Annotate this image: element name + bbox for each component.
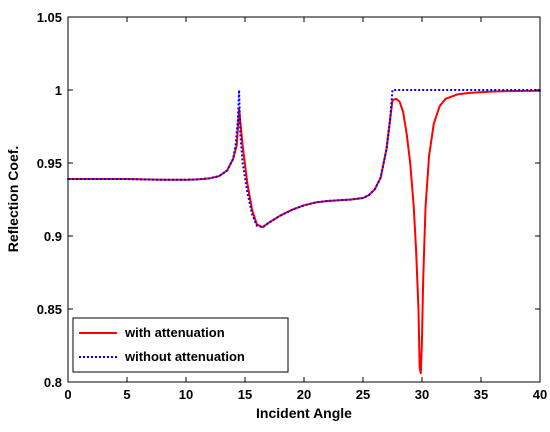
x-tick-label: 35 <box>474 387 488 402</box>
y-tick-label: 0.9 <box>44 229 62 244</box>
x-tick-label: 5 <box>123 387 130 402</box>
x-tick-label: 10 <box>179 387 193 402</box>
y-axis-label: Reflection Coef. <box>5 146 21 253</box>
x-tick-label: 15 <box>238 387 252 402</box>
legend-label-with-attenuation: with attenuation <box>124 325 225 340</box>
y-tick-label: 0.8 <box>44 375 62 390</box>
legend: with attenuation without attenuation <box>72 317 289 373</box>
x-tick-label: 0 <box>64 387 71 402</box>
y-tick-label: 1.05 <box>37 10 62 25</box>
legend-box <box>72 317 289 373</box>
series-layer <box>67 89 541 375</box>
x-tick-label: 25 <box>356 387 370 402</box>
axes-layer: 0 5 10 15 20 25 30 35 40 0.8 0.85 0.9 0.95 1 1.05 <box>37 10 548 402</box>
x-tick-label: 20 <box>297 387 311 402</box>
y-tick-label: 0.95 <box>37 156 62 171</box>
x-axis-label: Incident Angle <box>256 405 352 421</box>
x-tick-label: 30 <box>415 387 429 402</box>
legend-label-without-attenuation: without attenuation <box>124 349 245 364</box>
y-tick-label: 0.85 <box>37 302 62 317</box>
y-tick-label: 1 <box>55 83 62 98</box>
x-tick-label: 40 <box>533 387 547 402</box>
series-line-without-attenuation <box>68 89 540 229</box>
